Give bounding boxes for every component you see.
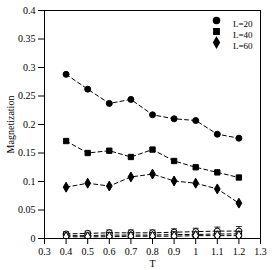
- svg-text:1.2: 1.2: [233, 246, 246, 257]
- svg-text:0.1: 0.1: [23, 176, 36, 187]
- svg-text:1: 1: [193, 246, 198, 257]
- svg-text:0.05: 0.05: [18, 204, 36, 215]
- svg-text:L=40: L=40: [233, 30, 253, 40]
- svg-text:0.15: 0.15: [18, 147, 36, 158]
- svg-text:0.3: 0.3: [23, 62, 36, 73]
- svg-text:0.7: 0.7: [125, 246, 138, 257]
- svg-text:1.3: 1.3: [254, 246, 267, 257]
- svg-text:1.1: 1.1: [211, 246, 224, 257]
- svg-text:0.6: 0.6: [103, 246, 116, 257]
- svg-text:0.25: 0.25: [18, 90, 36, 101]
- svg-text:T: T: [149, 258, 155, 269]
- svg-text:L=20: L=20: [233, 19, 253, 29]
- svg-text:0.9: 0.9: [168, 246, 181, 257]
- svg-text:0.8: 0.8: [146, 246, 159, 257]
- svg-text:0.2: 0.2: [23, 119, 36, 130]
- svg-text:0.35: 0.35: [18, 33, 36, 44]
- svg-text:Magnetization: Magnetization: [5, 96, 16, 154]
- svg-text:0.5: 0.5: [81, 246, 94, 257]
- svg-text:0.4: 0.4: [23, 5, 36, 16]
- svg-text:0: 0: [31, 233, 36, 244]
- svg-text:L=60: L=60: [233, 41, 253, 51]
- svg-text:0.4: 0.4: [60, 246, 73, 257]
- svg-text:0.3: 0.3: [38, 246, 51, 257]
